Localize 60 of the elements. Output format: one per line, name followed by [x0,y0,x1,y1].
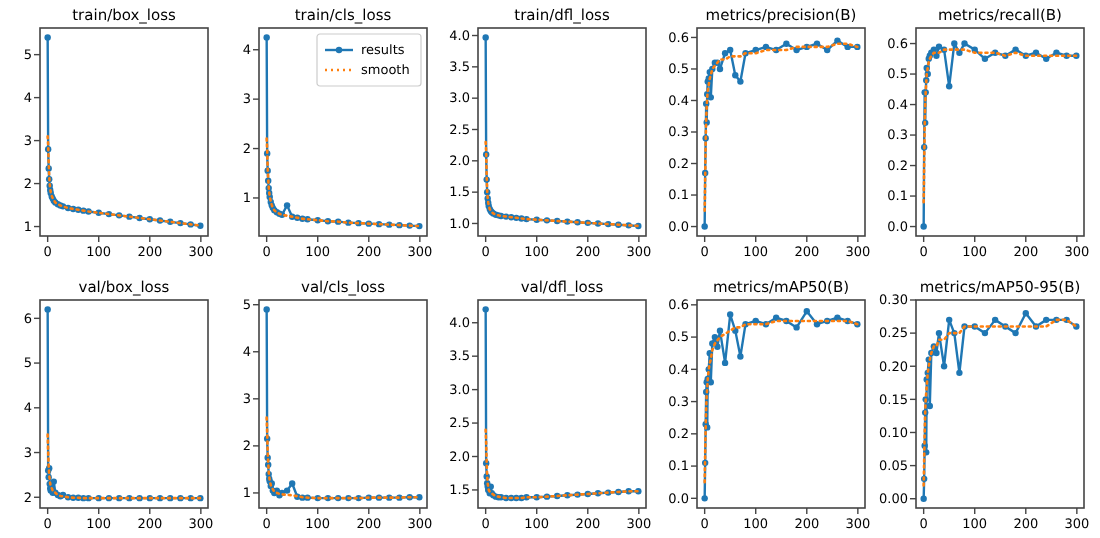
point [283,202,291,209]
point [721,359,729,367]
point [288,480,296,487]
point [940,363,948,370]
point [981,329,989,337]
line-series [46,135,202,227]
point [793,46,800,54]
point [711,333,719,341]
point [956,369,963,377]
point [737,353,744,360]
line-series [265,137,421,228]
point [991,316,999,324]
point [714,343,721,350]
point [283,487,291,494]
point [813,40,821,47]
point [920,223,927,230]
point [834,37,841,44]
point [772,314,780,321]
point [762,43,770,51]
point [920,495,927,502]
point [701,223,708,230]
point [482,34,489,41]
point [981,55,989,62]
point [933,349,940,357]
point [803,308,810,315]
point [813,320,821,328]
point [716,65,724,73]
point [732,72,739,79]
point [482,306,489,313]
point [834,314,841,321]
point [1032,49,1040,56]
point [951,40,958,47]
point [716,327,724,334]
point [726,46,734,54]
point [1012,329,1019,337]
point [44,34,51,41]
line-series [484,140,640,228]
point [824,46,831,54]
point [935,43,943,50]
point [752,46,759,54]
point [945,316,953,324]
line-series [265,416,421,500]
point [1022,310,1029,317]
point [1043,316,1050,324]
point [44,306,51,313]
point [935,329,943,337]
line-series [484,428,640,500]
point [783,40,790,47]
point [945,83,953,90]
point [721,50,729,57]
point [737,78,744,85]
point [263,306,270,313]
point [961,40,968,47]
line-series [46,433,202,500]
point [726,311,734,318]
point [701,495,708,502]
point [926,402,933,410]
point [263,34,270,41]
point [752,317,759,325]
point [793,324,800,331]
